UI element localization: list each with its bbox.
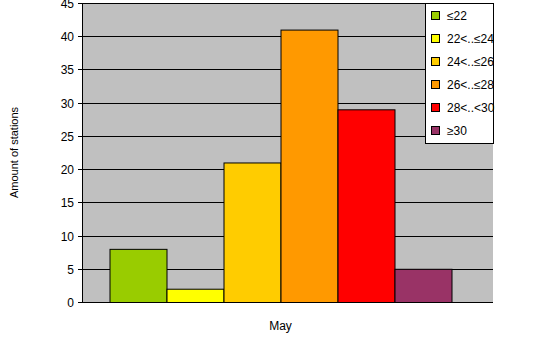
bar bbox=[395, 269, 452, 302]
tick-mark bbox=[78, 36, 82, 37]
tick-label: 10 bbox=[61, 230, 75, 244]
legend-swatch bbox=[432, 104, 440, 112]
tick-mark bbox=[78, 136, 82, 137]
tick-label: 15 bbox=[61, 196, 75, 210]
plot-area bbox=[82, 3, 493, 302]
legend-swatch bbox=[432, 127, 440, 135]
legend-label: 22<..≤24 bbox=[447, 32, 494, 46]
legend-swatch bbox=[432, 35, 440, 43]
tick-label: 35 bbox=[61, 63, 75, 77]
tick-mark bbox=[78, 202, 82, 203]
bars bbox=[110, 30, 452, 302]
tick-label: 5 bbox=[67, 263, 74, 277]
tick-mark bbox=[78, 169, 82, 170]
y-axis bbox=[82, 3, 83, 302]
tick-mark bbox=[78, 269, 82, 270]
bar bbox=[110, 249, 167, 302]
grid-line bbox=[82, 302, 493, 303]
bar bbox=[224, 163, 281, 302]
tick-mark bbox=[78, 302, 82, 303]
legend-label: 28<..<30 bbox=[447, 101, 495, 115]
tick-mark bbox=[78, 69, 82, 70]
legend-label: 24<..≤26 bbox=[447, 55, 494, 69]
legend-swatch bbox=[432, 58, 440, 66]
tick-mark bbox=[78, 3, 82, 4]
legend-label: ≥30 bbox=[447, 124, 467, 138]
legend-box bbox=[426, 4, 494, 144]
legend: ≤22 22<..≤24 24<..≤26 26<..≤28 28<..<30 ≥30 bbox=[426, 4, 495, 144]
tick-label: 30 bbox=[61, 97, 75, 111]
legend-label: ≤22 bbox=[447, 9, 467, 23]
y-axis-label: Amount of stations bbox=[8, 106, 20, 198]
bar bbox=[167, 289, 224, 302]
legend-swatch bbox=[432, 81, 440, 89]
x-axis bbox=[82, 302, 493, 303]
tick-mark bbox=[78, 236, 82, 237]
legend-swatch bbox=[432, 12, 440, 20]
legend-label: 26<..≤28 bbox=[447, 78, 494, 92]
tick-label: 45 bbox=[61, 0, 75, 11]
chart: 0 5 10 15 20 25 30 35 40 45 May Amount of stations ≤… bbox=[0, 0, 534, 358]
tick-label: 20 bbox=[61, 163, 75, 177]
category-label: May bbox=[269, 319, 292, 333]
tick-label: 25 bbox=[61, 130, 75, 144]
bar bbox=[281, 30, 338, 302]
tick-mark bbox=[78, 103, 82, 104]
bar bbox=[338, 110, 395, 302]
tick-label: 40 bbox=[61, 30, 75, 44]
tick-label: 0 bbox=[67, 296, 74, 310]
